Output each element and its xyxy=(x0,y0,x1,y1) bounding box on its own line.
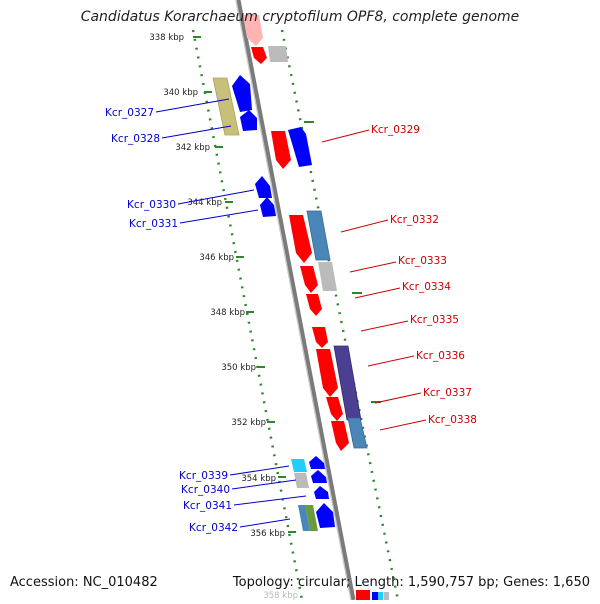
genome-backbone xyxy=(235,0,356,601)
forward-gene-labels: Kcr_0327 Kcr_0328 Kcr_0330 Kcr_0331 Kcr_… xyxy=(105,98,307,534)
label-leader xyxy=(233,495,307,506)
accession-text: Accession: NC_010482 xyxy=(10,575,158,590)
gene-box-bottom-cut[interactable] xyxy=(378,592,383,600)
label-leader xyxy=(379,419,427,431)
gene-arrow-reverse[interactable] xyxy=(312,327,328,348)
gene-box-gray[interactable] xyxy=(318,262,337,291)
label-leader xyxy=(239,518,291,528)
label-leader xyxy=(354,287,401,299)
gene-label-kcr-0336[interactable]: Kcr_0336 xyxy=(416,350,465,362)
gene-arrow-reverse-faded[interactable] xyxy=(243,15,263,46)
gene-arrow-forward[interactable] xyxy=(314,486,329,499)
label-leader xyxy=(179,209,259,224)
label-leader xyxy=(231,479,297,490)
scale-label: 338 kbp xyxy=(149,33,184,43)
gene-box-steel[interactable] xyxy=(306,210,331,261)
gene-arrow-reverse[interactable] xyxy=(289,215,312,263)
scale-label: 346 kbp xyxy=(199,253,234,263)
reverse-gene-labels: Kcr_0329 Kcr_0332 Kcr_0333 Kcr_0334 Kcr_… xyxy=(321,124,477,431)
gene-arrow-forward[interactable] xyxy=(309,456,325,469)
gene-box-olive[interactable] xyxy=(212,77,240,136)
label-leader xyxy=(321,129,370,143)
gene-arrow-forward[interactable] xyxy=(232,75,252,112)
scale-label: 342 kbp xyxy=(175,143,210,153)
gene-arrow-reverse[interactable] xyxy=(300,266,318,293)
gene-label-kcr-0335[interactable]: Kcr_0335 xyxy=(410,314,459,326)
gene-arrow-forward[interactable] xyxy=(255,176,272,198)
scale-label: 354 kbp xyxy=(241,474,276,484)
gene-arrow-forward[interactable] xyxy=(316,503,335,528)
scale-labels: 338 kbp 340 kbp 342 kbp 344 kbp 346 kbp … xyxy=(149,33,298,601)
gene-arrow-forward[interactable] xyxy=(311,470,327,483)
gene-arrow-forward[interactable] xyxy=(260,197,276,217)
label-leader xyxy=(349,261,397,273)
gene-label-kcr-0328[interactable]: Kcr_0328 xyxy=(111,133,160,145)
gene-arrow-reverse[interactable] xyxy=(271,131,291,169)
gene-label-kcr-0338[interactable]: Kcr_0338 xyxy=(428,414,477,426)
gene-arrow-reverse[interactable] xyxy=(316,349,338,397)
label-leader xyxy=(229,465,290,476)
gene-box-gray[interactable] xyxy=(294,473,309,488)
label-leader xyxy=(155,98,230,113)
gene-label-kcr-0341[interactable]: Kcr_0341 xyxy=(183,500,232,512)
gene-arrow-reverse[interactable] xyxy=(331,421,349,451)
gene-arrow-forward[interactable] xyxy=(240,110,257,131)
label-leader xyxy=(340,219,389,233)
gene-box-bottom-cut[interactable] xyxy=(372,592,378,600)
gene-label-kcr-0339[interactable]: Kcr_0339 xyxy=(179,470,228,482)
gene-label-kcr-0340[interactable]: Kcr_0340 xyxy=(181,484,230,496)
gene-box-gray[interactable] xyxy=(268,46,288,62)
gene-label-kcr-0333[interactable]: Kcr_0333 xyxy=(398,255,447,267)
gene-arrow-reverse[interactable] xyxy=(326,397,343,421)
gene-label-kcr-0329[interactable]: Kcr_0329 xyxy=(371,124,420,136)
gene-box-steel[interactable] xyxy=(347,417,368,449)
scale-label-partial: 358 kbp xyxy=(263,591,298,600)
genome-backbone-highlight xyxy=(235,0,352,601)
gene-arrow-forward[interactable] xyxy=(288,127,312,167)
scale-label: 348 kbp xyxy=(210,308,245,318)
gene-arrow-reverse[interactable] xyxy=(251,47,267,64)
gene-features xyxy=(212,15,389,600)
gene-label-kcr-0330[interactable]: Kcr_0330 xyxy=(127,199,176,211)
scale-label: 356 kbp xyxy=(250,529,285,539)
gene-label-kcr-0337[interactable]: Kcr_0337 xyxy=(423,387,472,399)
map-title: Candidatus Korarchaeum cryptofilum OPF8,… xyxy=(80,9,520,25)
label-leader xyxy=(374,392,422,404)
scale-label: 344 kbp xyxy=(187,198,222,208)
gene-label-kcr-0327[interactable]: Kcr_0327 xyxy=(105,107,154,119)
gene-box-cyan[interactable] xyxy=(291,459,307,472)
gene-arrow-reverse[interactable] xyxy=(306,294,322,316)
label-leader xyxy=(367,355,415,367)
gene-label-kcr-0331[interactable]: Kcr_0331 xyxy=(129,218,178,230)
scale-label: 352 kbp xyxy=(231,418,266,428)
gene-label-kcr-0332[interactable]: Kcr_0332 xyxy=(390,214,439,226)
scale-label: 340 kbp xyxy=(163,88,198,98)
gene-box-navy[interactable] xyxy=(333,345,362,421)
scale-label: 350 kbp xyxy=(221,363,256,373)
genome-summary-text: Topology: circular; Length: 1,590,757 bp… xyxy=(232,575,590,590)
label-leader xyxy=(161,125,232,139)
gene-box-bottom-cut[interactable] xyxy=(356,590,370,600)
gene-box-green[interactable] xyxy=(305,505,318,531)
gene-label-kcr-0342[interactable]: Kcr_0342 xyxy=(189,522,238,534)
gene-box-steel[interactable] xyxy=(298,505,310,531)
label-leader xyxy=(177,189,255,205)
gene-box-bottom-cut[interactable] xyxy=(384,592,389,600)
gene-label-kcr-0334[interactable]: Kcr_0334 xyxy=(402,281,451,293)
label-leader xyxy=(360,320,409,332)
